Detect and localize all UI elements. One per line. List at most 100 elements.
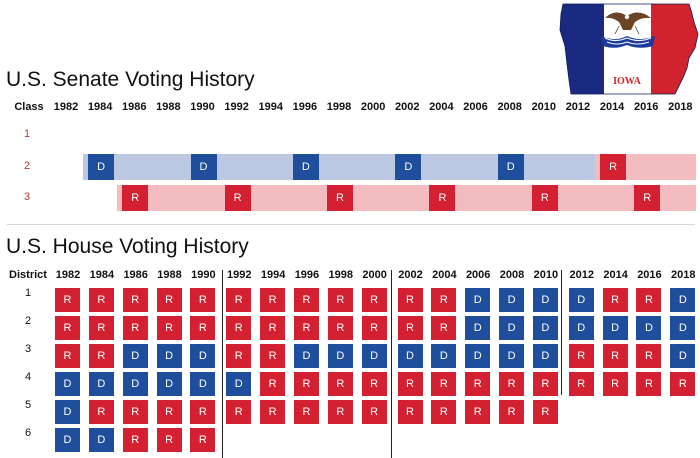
house-result-box: R (327, 316, 353, 340)
house-district-label: 3 (24, 343, 32, 355)
house-result-box: R (431, 400, 457, 424)
house-year-header: 1988 (157, 269, 182, 281)
house-result-box: R (226, 400, 252, 424)
senate-year-header: 2010 (531, 101, 557, 113)
house-result-box: D (293, 344, 319, 368)
iowa-flag-map-image: IOWA (559, 3, 699, 95)
house-result-box: D (568, 288, 594, 312)
senate-year-header: 1986 (122, 101, 147, 113)
house-result-box: D (156, 344, 182, 368)
senate-year-header: 1998 (326, 101, 352, 113)
house-result-box: R (465, 400, 491, 424)
house-result-box: D (88, 372, 114, 396)
house-result-box: R (88, 400, 114, 424)
house-result-box: R (602, 344, 628, 368)
house-year-header: 2006 (465, 269, 491, 281)
house-result-box: R (568, 372, 594, 396)
house-year-header: 1986 (123, 269, 148, 281)
house-result-box: R (602, 372, 628, 396)
house-year-header: 2016 (637, 269, 662, 281)
house-result-box: R (156, 400, 182, 424)
house-result-box: D (122, 372, 148, 396)
senate-year-header: 2016 (633, 101, 659, 113)
house-result-box: R (602, 288, 628, 312)
house-result-box: R (226, 288, 252, 312)
house-result-box: D (361, 344, 387, 368)
house-result-box: R (636, 372, 662, 396)
house-result-box: R (55, 344, 80, 368)
senate-election-box: R (634, 185, 661, 211)
flag-state-name: IOWA (613, 76, 642, 87)
house-result-box: R (293, 316, 319, 340)
senate-year-header: 2012 (565, 101, 591, 113)
house-district-label: 5 (24, 399, 32, 411)
house-result-box: R (532, 400, 558, 424)
senate-election-box: R (224, 185, 251, 211)
house-district-label: 6 (24, 427, 32, 439)
decade-separator-line (222, 270, 223, 458)
senate-election-box: R (531, 185, 558, 211)
senate-year-header: 1992 (224, 101, 249, 113)
house-result-box: R (260, 288, 286, 312)
house-result-box: R (499, 400, 525, 424)
house-result-box: D (499, 316, 525, 340)
house-year-header: 2010 (533, 269, 559, 281)
house-year-header: 2008 (499, 269, 525, 281)
house-result-box: R (122, 316, 148, 340)
senate-year-header: 1984 (87, 101, 113, 113)
senate-election-box: R (122, 185, 149, 211)
house-result-box: R (431, 316, 457, 340)
house-result-box: R (156, 288, 182, 312)
senate-year-header: 2014 (599, 101, 625, 113)
senate-term-bar (117, 185, 696, 211)
senate-election-box: D (190, 154, 217, 180)
house-result-box: D (636, 316, 662, 340)
house-year-header: 1998 (328, 269, 354, 281)
house-result-box: R (88, 344, 114, 368)
senate-year-header: 2002 (395, 101, 420, 113)
house-result-box: D (327, 344, 353, 368)
senate-class-label: 2 (23, 160, 31, 172)
house-result-box: R (260, 400, 286, 424)
house-result-box: D (465, 316, 491, 340)
house-result-box: D (670, 344, 696, 368)
senate-election-box: D (292, 154, 319, 180)
house-result-box: R (532, 372, 558, 396)
senate-election-box: D (88, 154, 115, 180)
house-year-header: 1982 (55, 269, 81, 281)
house-result-box: R (190, 288, 216, 312)
house-result-box: R (293, 288, 319, 312)
house-result-box: D (55, 428, 80, 452)
house-result-box: R (55, 288, 80, 312)
house-result-box: R (397, 288, 423, 312)
house-result-box: D (670, 288, 696, 312)
senate-year-header: 1990 (190, 101, 215, 113)
senate-year-header: 2018 (668, 101, 693, 113)
house-year-header: 2014 (603, 269, 628, 281)
senate-election-box: R (600, 154, 627, 180)
house-result-box: D (397, 344, 423, 368)
house-result-box: R (397, 400, 423, 424)
house-result-box: D (532, 344, 558, 368)
house-result-box: D (55, 400, 80, 424)
house-result-box: R (327, 372, 353, 396)
house-result-box: D (190, 372, 216, 396)
house-result-box: R (465, 372, 491, 396)
senate-year-header: 1982 (53, 101, 79, 113)
house-result-box: R (226, 344, 252, 368)
house-result-box: R (397, 372, 423, 396)
senate-year-header: 1988 (156, 101, 181, 113)
senate-election-box: D (395, 154, 422, 180)
house-result-box: D (190, 344, 216, 368)
house-year-header: 1984 (89, 269, 115, 281)
house-result-box: D (499, 344, 525, 368)
senate-year-header: 1996 (292, 101, 318, 113)
house-result-box: D (55, 372, 80, 396)
house-result-box: R (293, 372, 319, 396)
section-divider (7, 224, 695, 225)
house-year-header: 1996 (294, 269, 320, 281)
house-result-box: R (156, 316, 182, 340)
house-result-box: R (190, 400, 216, 424)
house-result-box: R (361, 288, 387, 312)
house-result-box: R (397, 316, 423, 340)
